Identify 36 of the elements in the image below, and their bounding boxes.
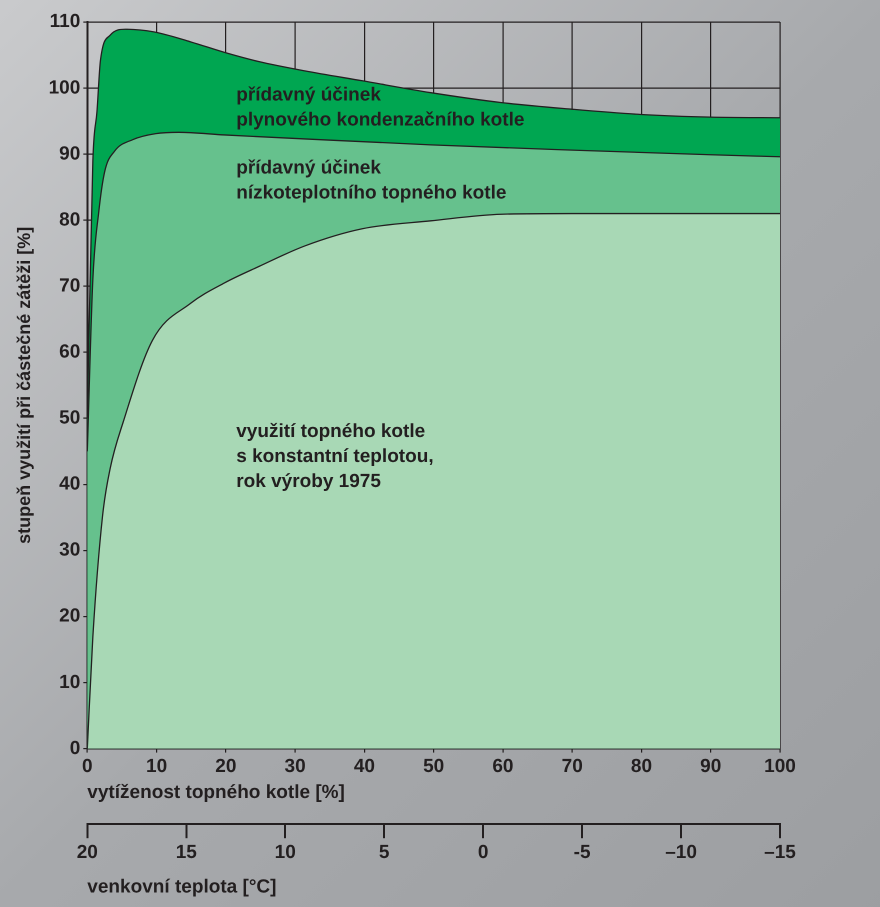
x-tick-label: 60 [492, 756, 514, 778]
x-tick-label: 100 [764, 756, 796, 778]
y-tick-label: 100 [48, 77, 80, 98]
y-tick-label: 10 [59, 672, 80, 693]
x2-tick-label: –15 [764, 842, 796, 863]
y-tick-label: 70 [59, 275, 80, 296]
y-axis-title: stupeň využití při částečné zátěži [%] [14, 226, 34, 544]
x-tick-label: 40 [354, 756, 375, 778]
x2-tick-label: 5 [378, 842, 390, 863]
x-axis-title: vytíženost topného kotle [%] [87, 782, 345, 804]
x2-tick-label: -5 [574, 842, 591, 863]
x2-axis-title: venkovní teplota [°C] [87, 876, 276, 898]
x-tick-label: 10 [146, 756, 168, 778]
x-tick-label: 70 [562, 756, 583, 778]
annotation: přídavný účinek plynového kondenzačního kotle [236, 84, 524, 131]
y-tick-label: 90 [59, 143, 80, 164]
y-tick-label: 110 [50, 11, 80, 32]
x-tick-label: 30 [284, 756, 306, 778]
y-tick-label: 20 [59, 606, 80, 627]
annotation: využití topného kotle s konstantní teplotou, rok výroby 1975 [236, 421, 434, 492]
x2-tick-label: 0 [478, 842, 488, 863]
x-tick-label: 50 [423, 756, 444, 778]
y-tick-label: 60 [59, 342, 80, 363]
x-tick-label: 80 [630, 756, 652, 778]
x2-tick-label: 10 [274, 842, 296, 863]
annotation: přídavný účinek nízkoteplotního topného kotle [236, 157, 506, 204]
y-tick-label: 50 [59, 408, 80, 429]
x-tick-label: 20 [215, 756, 236, 778]
x2-tick-label: 20 [76, 842, 98, 863]
y-tick-label: 0 [70, 738, 80, 759]
x2-tick-label: 15 [176, 842, 198, 863]
x2-tick-label: –10 [665, 842, 697, 863]
y-tick-label: 40 [59, 474, 80, 495]
y-tick-label: 80 [59, 209, 80, 230]
y-tick-label: 30 [59, 540, 80, 561]
x-tick-label: 90 [700, 756, 722, 778]
